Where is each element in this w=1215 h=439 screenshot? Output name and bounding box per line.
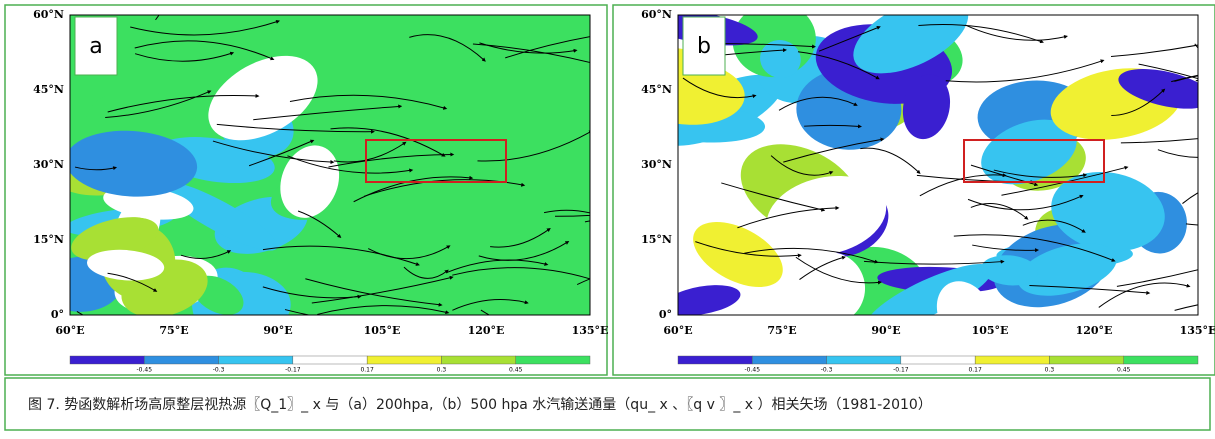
y-tick-label: 45°N [33, 83, 64, 96]
map [40, 0, 737, 358]
panel-label: a [89, 34, 102, 59]
x-tick-label: 105°E [972, 324, 1009, 337]
panel-label: b [697, 34, 711, 59]
streamline [1196, 56, 1215, 81]
x-tick-label: 105°E [364, 324, 401, 337]
x-tick-label: 120°E [1076, 324, 1113, 337]
x-tick-label: 90°E [871, 324, 900, 337]
colorbar-segment [975, 356, 1049, 364]
colorbar-label: 0.3 [437, 367, 447, 374]
colorbar-segment [1124, 356, 1198, 364]
colorbar-segment [293, 356, 367, 364]
colorbar-label: -0.45 [745, 367, 761, 374]
colorbar-label: 0.45 [1117, 367, 1131, 374]
colorbar-label: 0.17 [360, 367, 374, 374]
colorbar-segment [219, 356, 293, 364]
y-tick-label: 30°N [33, 158, 64, 171]
y-tick-label: 15°N [33, 233, 64, 246]
colorbar-label: -0.17 [893, 367, 909, 374]
y-tick-label: 15°N [641, 233, 672, 246]
y-tick-label: 0° [659, 308, 672, 321]
caption: 图 7. 势函数解析场高原整层视热源〖Q_1〗_ x 与（a）200hpa,（b… [28, 396, 932, 413]
x-tick-label: 75°E [159, 324, 188, 337]
y-tick-label: 0° [51, 308, 64, 321]
y-tick-label: 60°N [641, 8, 672, 21]
colorbar-segment [516, 356, 590, 364]
colorbar-label: -0.17 [285, 367, 301, 374]
colorbar-segment [70, 356, 144, 364]
colorbar-label: -0.3 [213, 367, 225, 374]
x-tick-label: 90°E [263, 324, 292, 337]
x-tick-label: 60°E [55, 324, 84, 337]
colorbar-label: 0.17 [968, 367, 982, 374]
colorbar-label: -0.45 [137, 367, 153, 374]
colorbar-segment [1049, 356, 1123, 364]
x-tick-label: 135°E [1180, 324, 1215, 337]
colorbar-segment [901, 356, 975, 364]
x-tick-label: 60°E [663, 324, 692, 337]
figure: 图 7. 势函数解析场高原整层视热源〖Q_1〗_ x 与（a）200hpa,（b… [0, 0, 1215, 435]
x-tick-label: 135°E [572, 324, 609, 337]
x-tick-label: 120°E [468, 324, 505, 337]
y-tick-label: 30°N [641, 158, 672, 171]
y-tick-label: 60°N [33, 8, 64, 21]
y-tick-label: 45°N [641, 83, 672, 96]
colorbar-segment [367, 356, 441, 364]
colorbar-segment [827, 356, 901, 364]
colorbar-label: -0.3 [821, 367, 833, 374]
colorbar-label: 0.3 [1045, 367, 1055, 374]
colorbar-segment [144, 356, 218, 364]
colorbar-segment [752, 356, 826, 364]
colorbar-label: 0.45 [509, 367, 523, 374]
colorbar-segment [441, 356, 515, 364]
x-tick-label: 75°E [767, 324, 796, 337]
colorbar-segment [678, 356, 752, 364]
